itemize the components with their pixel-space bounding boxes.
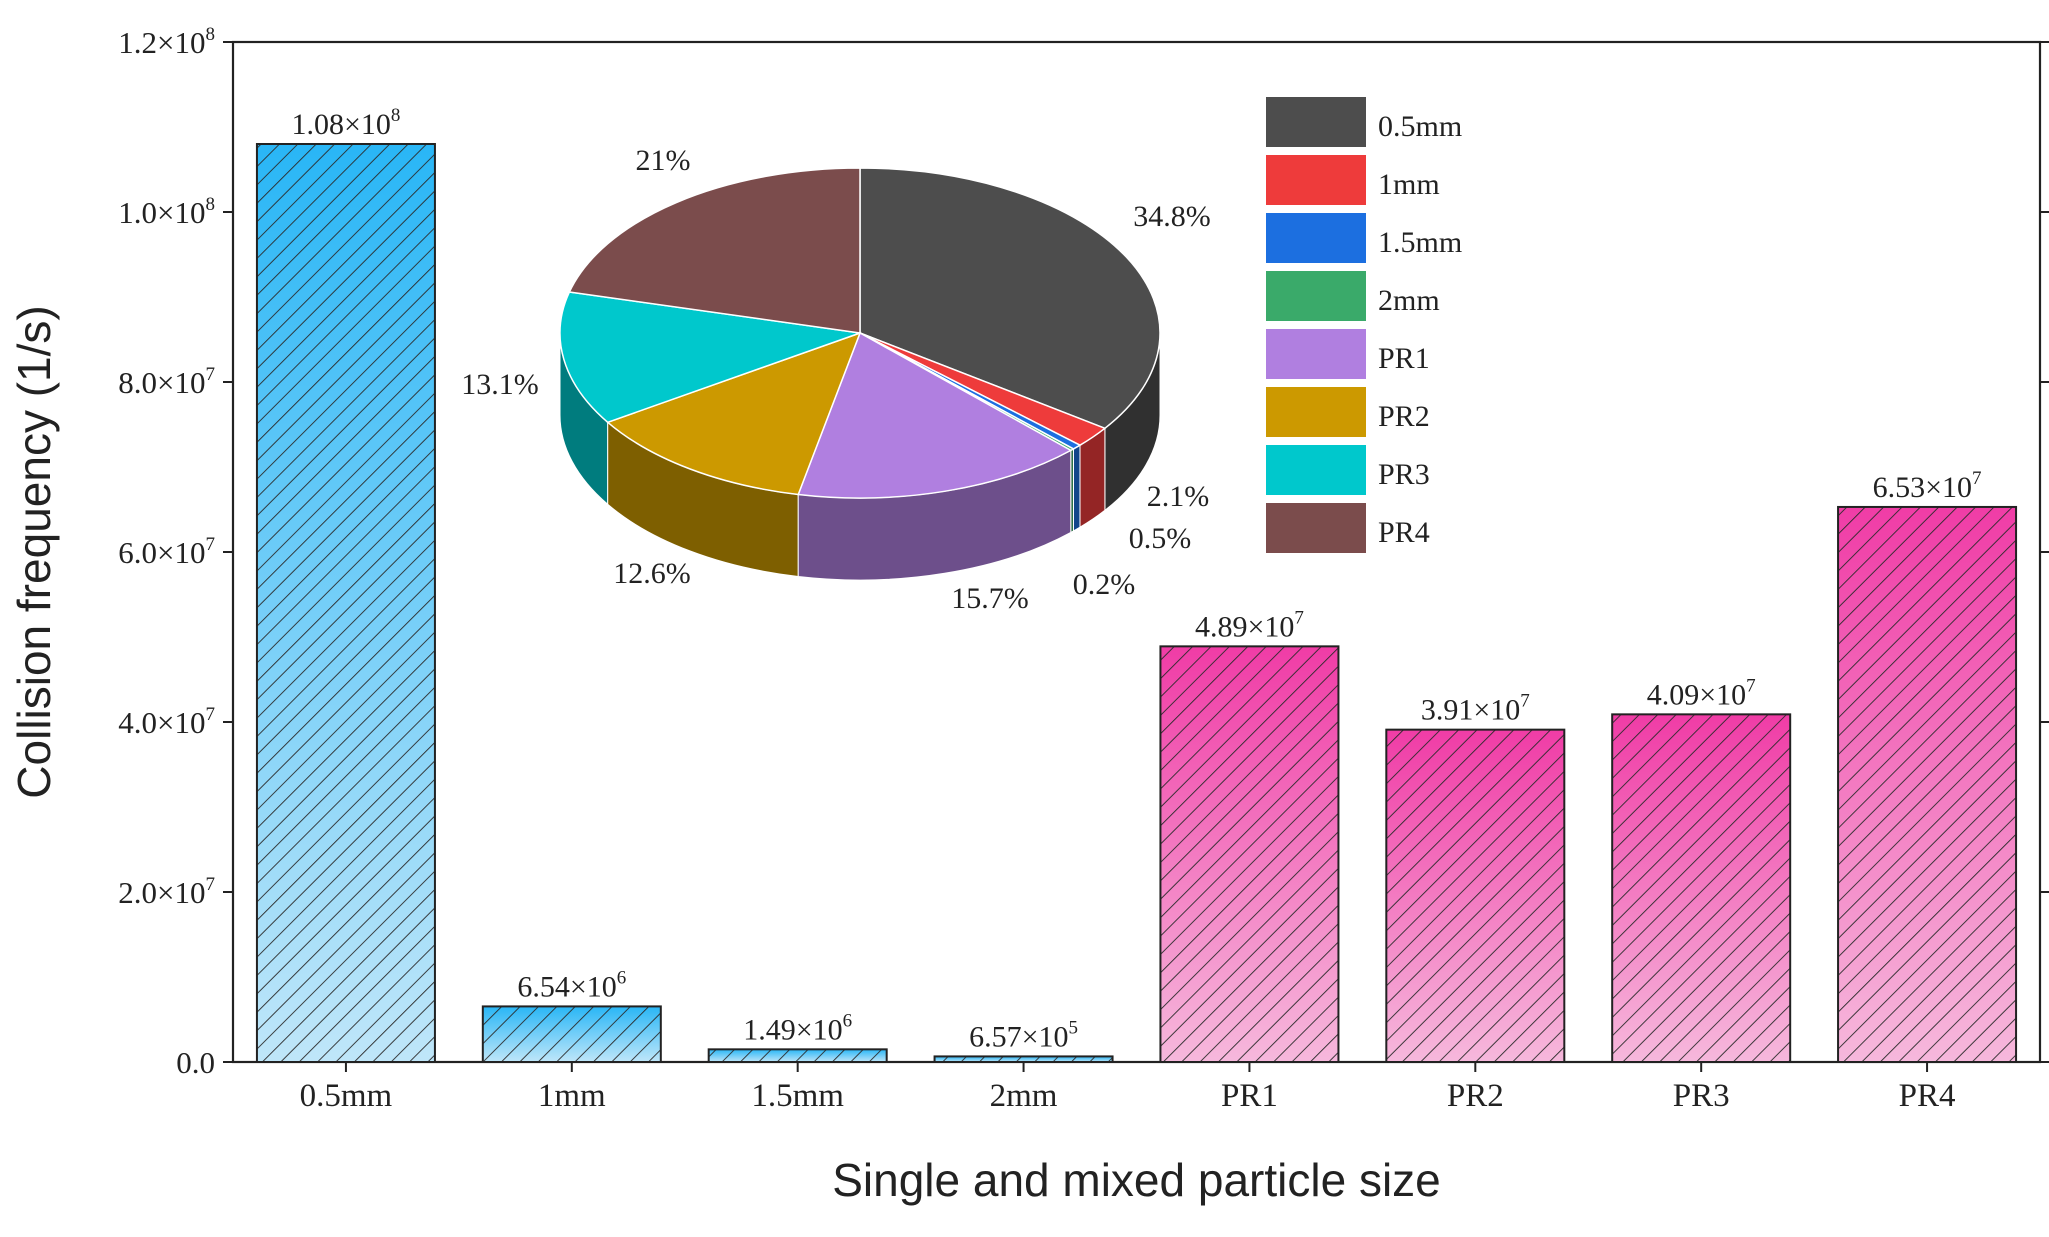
x-tick-label: PR4 (1899, 1078, 1956, 1114)
x-tick-label: PR3 (1673, 1078, 1730, 1114)
legend-label: 1mm (1378, 168, 1440, 201)
pie-pct-label: 12.6% (613, 557, 691, 590)
pie-pct-label: 15.7% (951, 582, 1029, 615)
legend-swatch-1.5mm (1266, 213, 1366, 263)
pie-pct-label: 21% (636, 144, 691, 177)
x-tick-label: PR1 (1221, 1078, 1278, 1114)
legend-swatch-PR4 (1266, 503, 1366, 553)
bar-value-label: 4.89×107 (1195, 607, 1304, 643)
legend-swatch-1mm (1266, 155, 1366, 205)
bar-hatch (255, 143, 436, 1063)
pie-slice-PR2 (606, 331, 862, 496)
pie-slice-PR1 (797, 331, 1073, 499)
bars-layer: 1.08×108 6.54×106 1.49×106 6.57×105 4.89×107… (255, 105, 2018, 1064)
pie-slice-PR3 (559, 291, 861, 424)
pie-pct-label: 13.1% (461, 368, 539, 401)
bar-value-label: 3.91×107 (1421, 691, 1530, 727)
bar-hatch (1159, 645, 1340, 1063)
pie-slice-PR4 (568, 167, 861, 334)
x-tick-label: PR2 (1447, 1078, 1504, 1114)
bar-value-label: 6.57×105 (969, 1017, 1078, 1053)
bar-hatch (1385, 728, 1566, 1064)
y-axis-title: Collision frequency (1/s) (8, 305, 60, 798)
legend-label: PR4 (1378, 516, 1430, 549)
legend-swatch-PR2 (1266, 387, 1366, 437)
bar-value-label: 6.53×107 (1873, 468, 1982, 504)
x-tick-label: 0.5mm (300, 1078, 393, 1114)
pie-pct-label: 0.5% (1129, 522, 1192, 555)
legend-swatch-PR3 (1266, 445, 1366, 495)
legend-label: PR2 (1378, 400, 1430, 433)
bar-value-label: 6.54×106 (517, 967, 626, 1003)
legend-swatch-2mm (1266, 271, 1366, 321)
y-tick-label: 0.0 (176, 1045, 215, 1080)
bar-hatch (1837, 505, 2018, 1063)
bar-value-label: 1.08×108 (291, 105, 400, 141)
legend-swatch-0.5mm (1266, 97, 1366, 147)
pie-slice-0.5mm (859, 167, 1161, 430)
pie-layer: 34.8% 2.1% 0.5% 0.2% 15.7% 12.6% 13.1% 21% (461, 144, 1211, 615)
bar-value-label: 4.09×107 (1647, 675, 1756, 711)
pie-pct-label: 2.1% (1147, 480, 1210, 513)
legend-swatch-PR1 (1266, 329, 1366, 379)
bar-hatch (481, 1005, 662, 1063)
pie-pct-label: 0.2% (1073, 568, 1136, 601)
bar-hatch (1611, 713, 1792, 1063)
pie-pct-label: 34.8% (1133, 200, 1211, 233)
legend-label: 0.5mm (1378, 110, 1462, 143)
legend-label: 1.5mm (1378, 226, 1462, 259)
x-tick-label: 2mm (990, 1078, 1058, 1114)
y-tick-label: 6.0×107 (118, 534, 215, 570)
y-tick-label: 2.0×107 (118, 874, 215, 910)
legend-label: PR3 (1378, 458, 1430, 491)
bar-hatch (707, 1048, 888, 1063)
x-tick-label: 1mm (538, 1078, 606, 1114)
bar-value-label: 1.49×106 (743, 1010, 852, 1046)
y-tick-label: 8.0×107 (118, 364, 215, 400)
legend-label: PR1 (1378, 342, 1430, 375)
axes-layer: 0.0 2.0×107 4.0×107 6.0×107 8.0×107 1.0×108 1.… (8, 24, 2049, 1206)
bar-hatch (933, 1055, 1114, 1064)
y-tick-label: 1.0×108 (118, 194, 215, 230)
x-axis-title: Single and mixed particle size (832, 1154, 1441, 1206)
legend-layer: 0.5mm 1mm 1.5mm 2mm PR1 PR2 PR3 PR4 (1266, 97, 1462, 553)
x-tick-label: 1.5mm (751, 1078, 844, 1114)
legend-label: 2mm (1378, 284, 1440, 317)
pie-side-1.5mm (1072, 444, 1081, 532)
y-tick-label: 4.0×107 (118, 704, 215, 740)
y-tick-label: 1.2×108 (118, 24, 215, 60)
